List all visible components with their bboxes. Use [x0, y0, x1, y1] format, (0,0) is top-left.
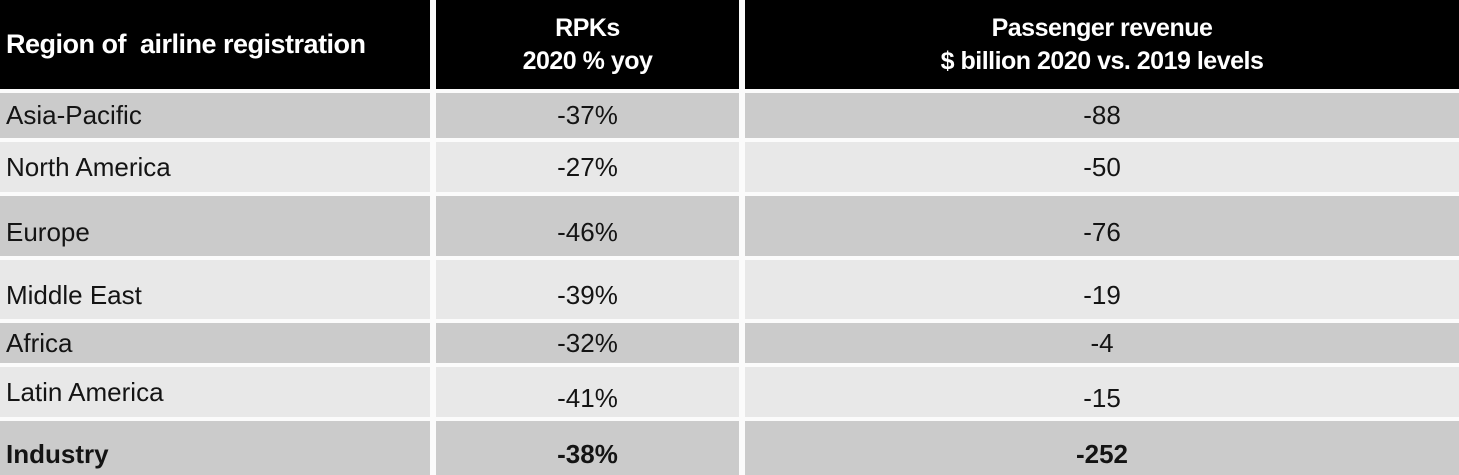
rpk-value-africa: -32% — [436, 323, 739, 363]
revenue-value-north-america: -50 — [745, 142, 1459, 192]
rpk-value-europe: -46% — [436, 196, 739, 256]
revenue-value-middle-east: -19 — [745, 260, 1459, 319]
column-header-rpks: RPKs 2020 % yoy — [436, 0, 739, 89]
revenue-value-africa: -4 — [745, 323, 1459, 363]
region-label-africa: Africa — [0, 323, 430, 363]
region-label-industry: Industry — [0, 421, 430, 475]
rpk-value-latin-america: -41% — [436, 367, 739, 417]
rpk-value-asia-pacific: -37% — [436, 93, 739, 138]
region-label-north-america: North America — [0, 142, 430, 192]
revenue-value-asia-pacific: -88 — [745, 93, 1459, 138]
revenue-value-latin-america: -15 — [745, 367, 1459, 417]
rpk-value-industry: -38% — [436, 421, 739, 475]
column-header-region: Region of airline registration — [0, 0, 430, 89]
region-label-middle-east: Middle East — [0, 260, 430, 319]
rpk-value-north-america: -27% — [436, 142, 739, 192]
revenue-value-europe: -76 — [745, 196, 1459, 256]
rpk-value-middle-east: -39% — [436, 260, 739, 319]
column-header-passenger-revenue: Passenger revenue $ billion 2020 vs. 201… — [745, 0, 1459, 89]
region-label-latin-america: Latin America — [0, 367, 430, 417]
region-label-europe: Europe — [0, 196, 430, 256]
revenue-value-industry: -252 — [745, 421, 1459, 475]
region-label-asia-pacific: Asia-Pacific — [0, 93, 430, 138]
